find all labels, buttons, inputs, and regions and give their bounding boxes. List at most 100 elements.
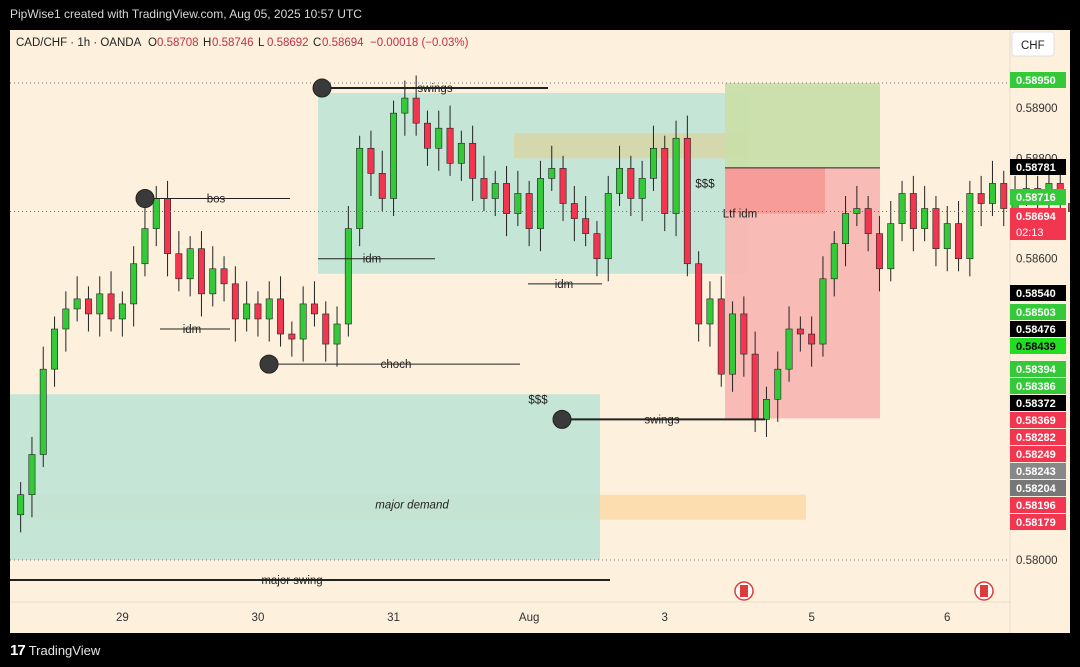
tradingview-logo[interactable]: 17 TradingView xyxy=(10,642,100,659)
candle xyxy=(887,200,895,282)
candle xyxy=(17,482,25,533)
tradingview-mark-icon: 17 xyxy=(10,642,26,659)
annotation-break: bos xyxy=(135,188,290,208)
price-label-value: 0.58503 xyxy=(1016,307,1056,319)
price-label-bg xyxy=(1010,514,1066,530)
candle-body xyxy=(367,147,375,174)
candle xyxy=(695,251,703,342)
candle-body xyxy=(751,353,759,420)
price-label: 0.58394 xyxy=(1010,361,1066,377)
currency-button-box[interactable] xyxy=(1011,31,1055,57)
price-label-bg xyxy=(1010,285,1066,301)
candle xyxy=(955,200,963,272)
price-label-value: 0.58476 xyxy=(1016,324,1056,336)
candle xyxy=(875,216,883,292)
candle xyxy=(966,180,974,277)
candle xyxy=(209,246,217,307)
candle xyxy=(729,301,737,392)
annotation-inducement: idm xyxy=(160,324,230,336)
swing-point-marker xyxy=(259,354,279,374)
candle xyxy=(198,231,205,317)
ohlc-values: O 0.58708 H 0.58746 L 0.58692 C 0.58694 xyxy=(148,37,364,49)
candle xyxy=(39,346,47,468)
candle-body xyxy=(548,168,556,179)
candle-body xyxy=(412,97,420,124)
price-chart[interactable]: swings bos idm idm choch idm $$$ swings $$$ Ltf i… xyxy=(10,30,1070,633)
price-label-bg xyxy=(1010,159,1066,175)
price-label: 0.58282 xyxy=(1010,429,1066,445)
price-label: 0.58249 xyxy=(1010,446,1066,462)
target-zone xyxy=(725,83,880,168)
candle xyxy=(130,246,138,327)
candle xyxy=(988,160,996,217)
price-label: 0.58540 xyxy=(1010,285,1066,301)
candle xyxy=(514,170,522,227)
candle xyxy=(774,351,782,422)
candle xyxy=(62,291,70,352)
price-label-value: 0.58372 xyxy=(1016,398,1056,410)
ohlc-key-o: O xyxy=(148,37,157,49)
annotation-label: idm xyxy=(363,254,382,266)
annotations-layer: swings bos idm idm choch idm $$$ swings $$$ Ltf i… xyxy=(10,78,765,587)
candle-body xyxy=(118,303,126,320)
candle xyxy=(604,175,612,282)
candle xyxy=(864,195,872,252)
candle xyxy=(559,155,567,222)
annotation-label: swings xyxy=(644,414,679,426)
candle xyxy=(480,155,488,212)
ohlc-value-o: 0.58708 xyxy=(157,37,199,49)
candle-body xyxy=(525,193,533,229)
price-label-bg xyxy=(1010,361,1066,377)
price-label: 0.58694 02:13 xyxy=(1010,208,1066,240)
candle-body xyxy=(943,223,951,249)
legend-header: CAD/CHF · 1h · OANDA O 0.58708 H 0.58746 L 0.… xyxy=(16,37,469,49)
price-label-value: 0.58282 xyxy=(1016,432,1056,444)
annotation-label: major swing xyxy=(261,575,322,587)
price-label: 0.58372 xyxy=(1010,395,1066,411)
candle-body xyxy=(310,303,318,315)
candle-body xyxy=(96,293,104,315)
candle xyxy=(141,206,149,277)
price-label-value: 0.58204 xyxy=(1016,483,1057,495)
price-label-bg xyxy=(1010,304,1066,320)
time-tick-label: 31 xyxy=(387,612,400,624)
currency-button-label[interactable]: CHF xyxy=(1021,40,1045,52)
chart-credit: PipWise1 created with TradingView.com, A… xyxy=(10,7,362,21)
candle xyxy=(356,135,364,247)
candle xyxy=(706,281,714,347)
annotation-zone-label: major demand xyxy=(375,500,449,512)
canada-flag-icon[interactable] xyxy=(974,581,994,601)
tradingview-brand: TradingView xyxy=(28,643,101,658)
canada-flag-icon[interactable] xyxy=(734,581,754,601)
price-tick-label: 0.58900 xyxy=(1016,103,1058,115)
candle xyxy=(310,281,318,327)
flag-band-1 xyxy=(740,585,748,597)
candle-body xyxy=(17,494,25,516)
candle-body xyxy=(186,248,194,280)
zone-olive-3 xyxy=(514,133,748,159)
price-label-value: 0.58394 xyxy=(1016,364,1057,376)
candle-body xyxy=(672,137,680,214)
candle xyxy=(819,256,827,357)
currency-button[interactable]: CHF xyxy=(1011,31,1055,57)
candles-layer xyxy=(10,75,1070,561)
candle xyxy=(661,135,669,232)
swing-point-marker xyxy=(552,409,572,429)
price-label: 0.58369 xyxy=(1010,412,1066,428)
candle xyxy=(977,175,985,227)
candle-body xyxy=(559,168,567,204)
candle-body xyxy=(864,208,872,234)
stop-zone-active xyxy=(725,167,825,214)
time-tick-label: 30 xyxy=(252,612,265,624)
price-label: 0.58204 xyxy=(1010,480,1066,496)
candle xyxy=(28,436,36,518)
zone-teal-2 xyxy=(10,394,600,560)
candle xyxy=(582,195,590,247)
annotation-label: idm xyxy=(183,324,202,336)
candle xyxy=(378,150,386,212)
candle-body xyxy=(966,193,974,260)
annotation-change-of-character: choch xyxy=(259,354,520,374)
candle xyxy=(785,306,793,382)
annotation-swing-low: major swing xyxy=(10,575,610,587)
annotation-label: swings xyxy=(417,83,452,95)
